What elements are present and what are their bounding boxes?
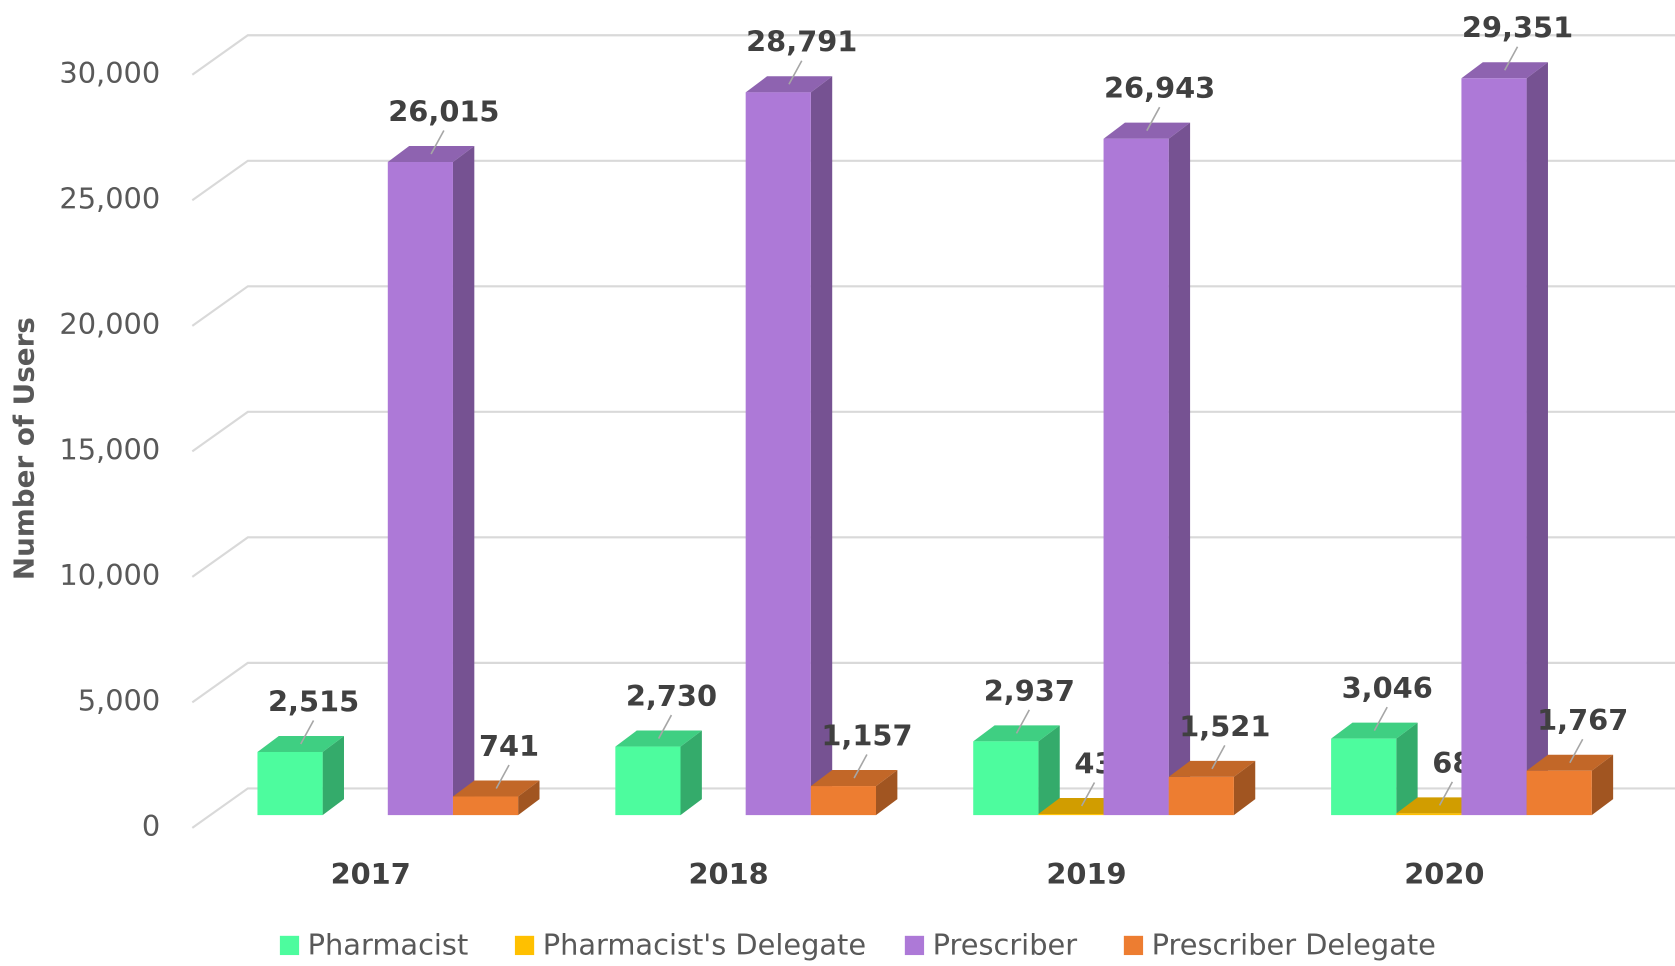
legend-swatch [904,935,925,956]
data-label: 26,015 [388,94,499,128]
data-label: 2,515 [268,684,359,718]
bar [257,751,323,816]
y-tick-label: 25,000 [59,181,160,215]
leader-line [1503,46,1519,71]
leader-line [788,60,803,85]
leader-line [1015,709,1031,734]
y-tick-label: 30,000 [59,56,160,90]
leader-line [657,714,673,739]
y-tick-label: 20,000 [59,307,160,341]
leader-line [853,754,868,779]
data-label: 741 [479,729,539,763]
bar [1461,78,1527,816]
data-label: 2,937 [984,674,1075,708]
bar [1331,738,1397,816]
legend-label: Prescriber Delegate [1152,928,1436,962]
data-label: 26,943 [1104,71,1215,105]
bar-side [322,735,344,816]
y-tick-label: 0 [142,809,160,843]
grid-line [191,34,1675,76]
legend-label: Prescriber [933,928,1078,962]
data-label: 29,351 [1462,11,1573,45]
plot: Number of Users 0 5,000 10,000 15,000 20,000… [8,11,1675,962]
legend-label: Pharmacist [308,928,469,962]
bar [1103,138,1169,816]
leader-line [495,764,510,789]
leader-line [430,130,445,155]
bar-side [680,730,702,816]
grid-line [191,661,1675,704]
x-tick-label: 2018 [688,857,768,891]
data-label: 2,730 [626,679,717,713]
bar [745,92,811,816]
leader-line [1211,745,1226,770]
leader-line [1080,782,1096,807]
bar-side [452,145,475,816]
bar [452,796,519,816]
leader-line [1438,781,1454,806]
bar [1168,776,1234,816]
bar-side [810,76,833,816]
bar-side [1233,760,1256,816]
data-label: 1,521 [1179,709,1270,743]
bar-side [1396,722,1418,816]
leader-line [1146,106,1161,132]
x-tick-label: 2020 [1404,857,1484,891]
bar-top [1396,797,1483,814]
grid-line [191,410,1675,453]
bar [973,741,1039,816]
data-label: 28,791 [746,25,857,59]
bar [1526,770,1592,816]
y-tick-label: 10,000 [59,558,160,592]
data-label: 3,046 [1342,671,1433,705]
bar-side [876,770,898,816]
y-tick-label: 5,000 [78,683,161,717]
y-axis-title: Number of Users [8,317,41,580]
bar [810,786,877,816]
legend-label: Pharmacist's Delegate [543,928,866,962]
bar-side [1591,754,1614,816]
bar [1038,814,1104,816]
bar-side [518,780,540,816]
grid-line [191,536,1675,578]
x-tick-label: 2017 [331,857,411,891]
leader-line [300,720,315,745]
x-tick-label: 2019 [1046,857,1126,891]
bar-side [1168,122,1191,816]
bar-side [1526,62,1548,816]
bar-side [1038,725,1060,816]
legend-swatch [279,935,300,956]
bar [1396,813,1462,816]
y-tick-label: 15,000 [59,432,160,466]
bar [387,162,453,816]
grid-line [191,159,1675,202]
data-label: 1,157 [821,718,912,752]
legend-swatch [1123,935,1144,956]
leader-line [1569,738,1584,764]
grid-line [191,285,1675,327]
legend-swatch [514,935,535,956]
data-label: 1,767 [1537,703,1628,737]
leader-line [1373,706,1388,732]
bar [615,746,681,816]
